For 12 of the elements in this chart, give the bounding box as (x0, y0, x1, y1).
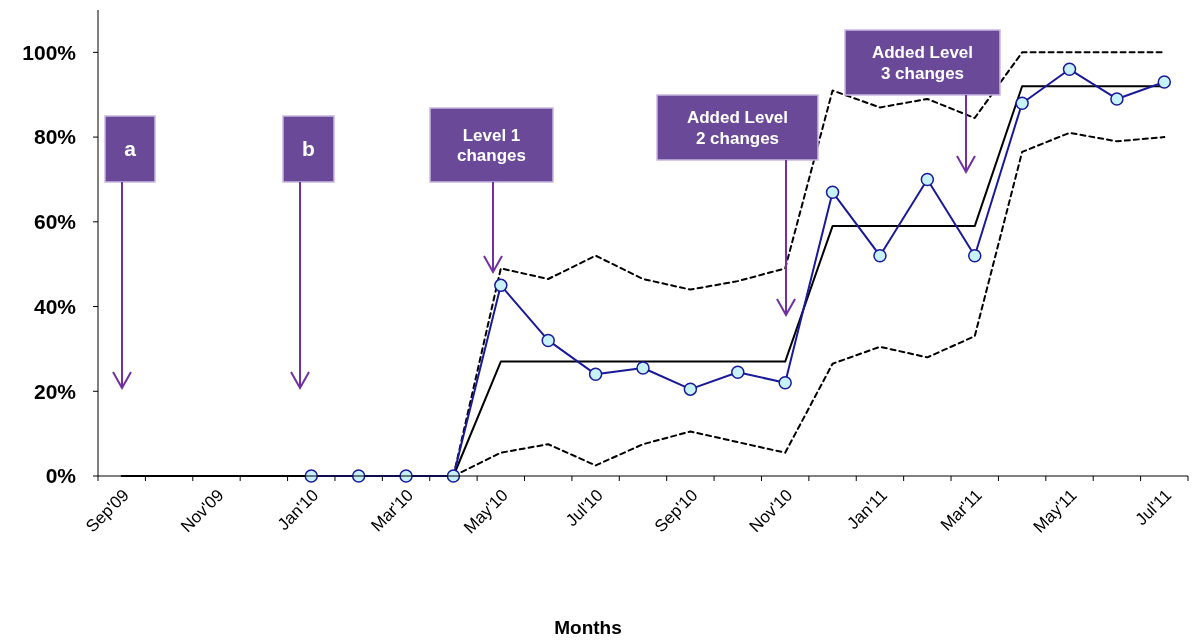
y-tick-label: 20% (33, 379, 77, 403)
annotation: Added Level 2 changes (686, 108, 789, 148)
y-tick-label: 60% (33, 210, 77, 234)
annotation: a (124, 137, 137, 161)
annotation: Added Level 3 changes (871, 43, 974, 83)
y-tick-label: 100% (22, 40, 77, 64)
x-axis-title: Months (554, 617, 622, 638)
y-tick-label: 80% (33, 125, 77, 149)
y-tick-label: 0% (45, 464, 77, 488)
annotation: b (302, 137, 315, 161)
annotation: Level 1 changes (457, 125, 526, 166)
y-tick-label: 40% (33, 294, 77, 318)
